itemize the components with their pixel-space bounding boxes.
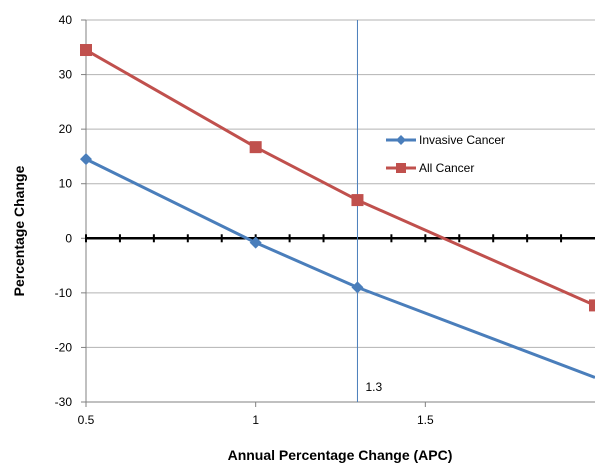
series-point xyxy=(351,194,364,207)
legend-label: Invasive Cancer xyxy=(419,133,505,147)
y-tick-label: 20 xyxy=(59,122,73,136)
legend-marker xyxy=(396,163,406,173)
series-line-2 xyxy=(85,48,595,307)
legend-marker xyxy=(396,135,406,145)
series-point xyxy=(80,153,92,166)
y-tick-label: 40 xyxy=(59,13,73,27)
y-axis-tick-labels: -30 -20 -10 0 10 20 30 40 xyxy=(55,13,73,409)
y-tick-label: 0 xyxy=(65,231,72,245)
series-point xyxy=(80,44,92,57)
y-tick-label: -10 xyxy=(55,286,73,300)
y-tick-label: 10 xyxy=(59,177,73,191)
x-axis-tick-labels: 0.5 1 1.5 xyxy=(78,413,434,427)
y-tick-label: -20 xyxy=(55,340,73,354)
x-axis-title: Annual Percentage Change (APC) xyxy=(228,447,453,463)
series-line-1 xyxy=(85,157,595,379)
y-tick-label: -30 xyxy=(55,395,73,409)
y-axis-title: Percentage Change xyxy=(11,165,27,296)
series-point xyxy=(589,299,595,312)
series-point xyxy=(351,281,364,294)
y-tick-label: 30 xyxy=(59,68,73,82)
legend-label: All Cancer xyxy=(419,161,474,175)
legend: Invasive Cancer All Cancer xyxy=(386,133,505,175)
reference-line: 1.3 xyxy=(356,20,382,402)
x-tick-label: 1 xyxy=(252,413,259,427)
x-tick-label: 0.5 xyxy=(78,413,95,427)
reference-line-label: 1.3 xyxy=(365,380,382,394)
x-tick-label: 1.5 xyxy=(417,413,434,427)
gridlines xyxy=(86,19,595,403)
series-point xyxy=(249,141,262,154)
series-group xyxy=(80,44,595,379)
series-point xyxy=(249,236,262,249)
